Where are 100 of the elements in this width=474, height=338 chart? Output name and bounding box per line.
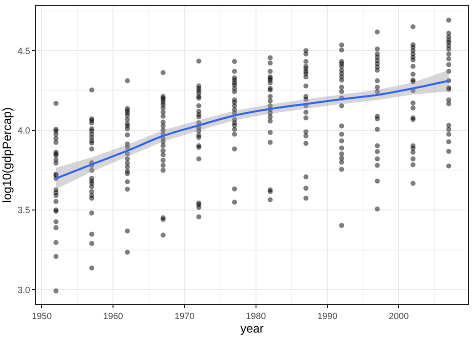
point	[53, 136, 58, 141]
point	[410, 72, 416, 77]
point	[160, 114, 166, 119]
point	[374, 78, 380, 84]
point	[53, 199, 58, 204]
point	[124, 179, 130, 184]
point	[374, 68, 380, 73]
point	[374, 206, 380, 212]
point	[232, 122, 238, 128]
x-tick-label: 1990	[317, 310, 338, 321]
point	[160, 110, 166, 115]
point	[53, 225, 58, 230]
point	[339, 78, 344, 83]
x-axis-title: year	[240, 322, 264, 336]
point	[303, 140, 308, 146]
point	[268, 130, 273, 136]
point	[339, 42, 344, 48]
point	[374, 46, 380, 52]
point	[374, 126, 380, 132]
point	[303, 74, 308, 80]
point	[303, 133, 308, 138]
point	[374, 156, 380, 162]
point	[410, 100, 416, 106]
point	[89, 184, 94, 190]
point	[89, 120, 94, 126]
point	[374, 116, 380, 122]
point	[160, 158, 166, 163]
point	[232, 200, 238, 205]
point	[89, 240, 94, 246]
x-tick-label: 1950	[32, 310, 52, 321]
point	[53, 100, 58, 106]
point	[232, 132, 238, 137]
point	[303, 51, 308, 56]
point	[410, 146, 416, 151]
point	[374, 178, 380, 184]
point	[53, 240, 58, 245]
point	[124, 78, 130, 84]
point	[410, 162, 416, 168]
point	[53, 254, 58, 260]
point	[374, 29, 380, 34]
point	[268, 114, 273, 120]
point	[303, 186, 308, 191]
point	[268, 98, 273, 104]
point	[374, 143, 380, 148]
point	[160, 168, 166, 173]
point	[124, 126, 130, 132]
point	[303, 174, 308, 180]
point	[124, 250, 130, 255]
point	[446, 56, 452, 62]
point	[124, 132, 130, 138]
point	[89, 232, 94, 237]
point	[339, 222, 344, 228]
point	[303, 110, 308, 115]
point	[339, 145, 344, 150]
point	[339, 138, 344, 144]
point	[196, 204, 202, 210]
point	[53, 160, 58, 166]
point	[339, 124, 344, 128]
point	[124, 228, 130, 234]
point	[232, 89, 238, 94]
point	[374, 84, 380, 90]
point	[446, 62, 452, 68]
point	[339, 166, 344, 172]
point	[124, 116, 130, 122]
point	[339, 89, 344, 94]
point	[446, 148, 452, 154]
point	[232, 68, 238, 74]
point	[160, 105, 166, 110]
point	[446, 126, 452, 132]
point	[446, 164, 452, 168]
point	[124, 164, 130, 170]
point	[268, 140, 273, 145]
point	[303, 84, 308, 88]
point	[410, 156, 416, 162]
point	[339, 84, 344, 90]
point	[339, 160, 344, 165]
point	[303, 58, 308, 64]
point	[160, 148, 166, 154]
point	[89, 146, 94, 152]
x-tick-label: 1960	[103, 310, 124, 321]
point	[160, 152, 166, 158]
y-tick-label: 4.0	[18, 125, 30, 136]
point	[303, 196, 308, 201]
point	[89, 140, 94, 146]
point	[232, 58, 238, 64]
point	[160, 143, 166, 148]
point	[268, 68, 273, 74]
point	[89, 265, 94, 270]
point	[196, 103, 202, 108]
point	[303, 129, 308, 134]
point	[446, 18, 452, 23]
point	[232, 126, 238, 132]
point	[89, 210, 94, 216]
point	[410, 105, 416, 110]
point	[446, 101, 452, 106]
y-axis-title: log10(gdpPercap)	[0, 107, 14, 203]
point	[446, 46, 452, 52]
point	[89, 87, 94, 92]
point	[232, 186, 238, 192]
y-tick-label: 3.0	[18, 284, 30, 295]
